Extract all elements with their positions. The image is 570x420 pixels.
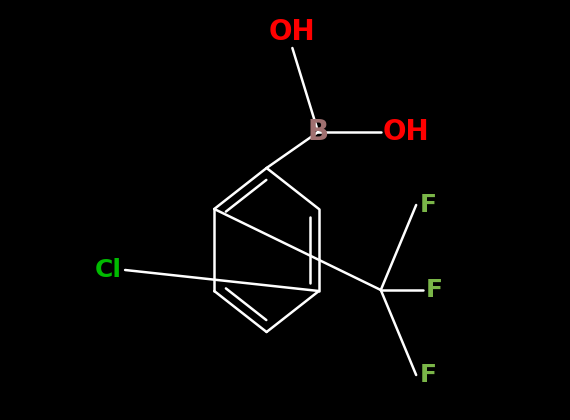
Text: Cl: Cl	[95, 258, 122, 282]
Text: OH: OH	[383, 118, 430, 146]
Text: F: F	[420, 363, 437, 387]
Text: F: F	[426, 278, 443, 302]
Text: F: F	[420, 193, 437, 217]
Text: B: B	[308, 118, 329, 146]
Text: OH: OH	[269, 18, 316, 46]
